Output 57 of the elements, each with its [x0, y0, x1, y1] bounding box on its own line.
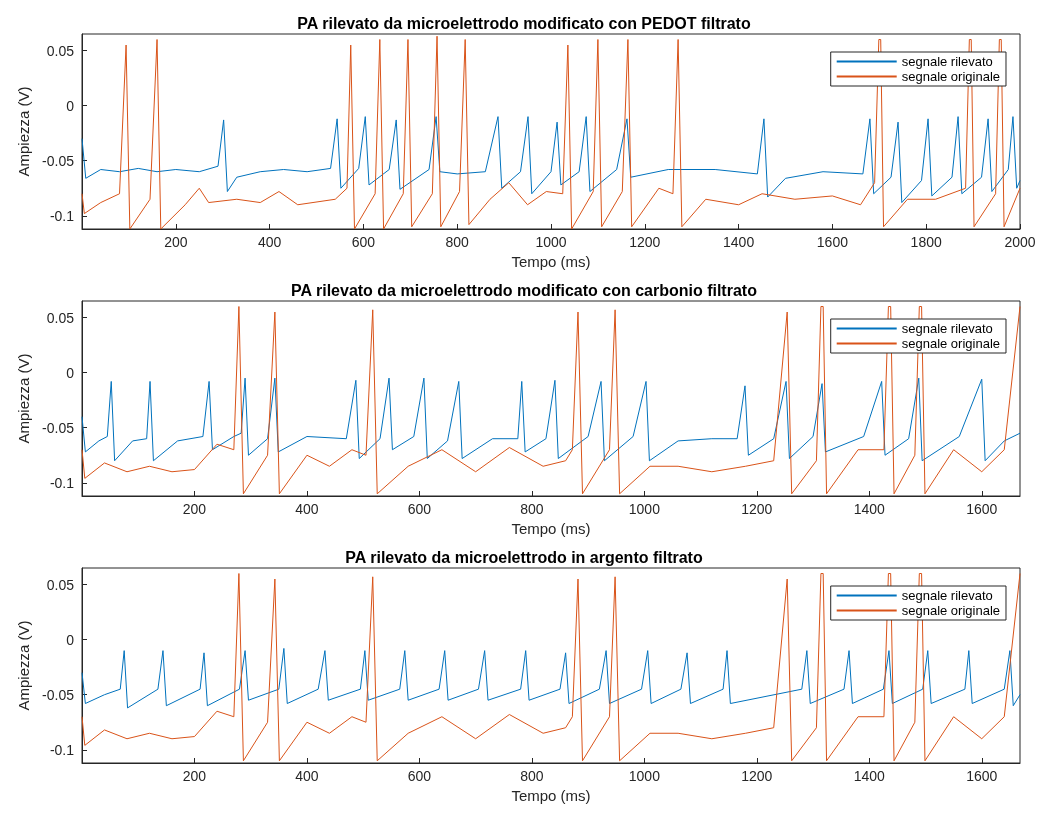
- x-tick-label: 400: [295, 768, 319, 784]
- y-tick-label: -0.05: [42, 686, 75, 703]
- legend-label: segnale originale: [901, 336, 1000, 351]
- x-tick-label: 600: [407, 501, 432, 517]
- legend-label: segnale rilevato: [901, 54, 993, 69]
- y-tick-label: 0.05: [46, 309, 75, 326]
- x-tick-label: 2000: [1004, 234, 1036, 250]
- x-tick-label: 400: [295, 501, 319, 517]
- y-tick-label: 0: [66, 631, 75, 648]
- x-tick-label: 1400: [723, 234, 755, 250]
- y-tick-label: -0.05: [42, 152, 75, 169]
- legend-label: segnale originale: [901, 603, 1000, 618]
- chart-title: PA rilevato da microelettrodo modificato con PEDOT filtrato: [297, 14, 751, 32]
- x-tick-label: 1800: [910, 234, 942, 250]
- x-tick-label: 600: [407, 768, 432, 784]
- x-tick-label: 800: [445, 234, 470, 250]
- y-axis-title: Ampiezza (V): [15, 86, 33, 177]
- y-tick-label: -0.1: [49, 741, 75, 758]
- y-tick-label: 0: [66, 97, 75, 114]
- x-axis-title: Tempo (ms): [511, 252, 591, 270]
- chart-title: PA rilevato da microelettrodo in argento filtrato: [345, 548, 703, 566]
- legend-label: segnale originale: [901, 69, 1000, 84]
- x-tick-label: 200: [164, 234, 188, 250]
- x-tick-label: 200: [182, 501, 207, 517]
- x-tick-label: 800: [520, 768, 544, 784]
- x-tick-label: 1600: [966, 768, 998, 784]
- legend-label: segnale rilevato: [901, 588, 993, 603]
- line-series: [81, 377, 1021, 462]
- legend-label: segnale rilevato: [901, 321, 993, 336]
- y-tick-label: -0.1: [49, 474, 75, 491]
- y-axis-title: Ampiezza (V): [15, 620, 33, 711]
- line-series: [81, 647, 1021, 709]
- x-tick-label: 800: [520, 501, 544, 517]
- y-axis-title: Ampiezza (V): [15, 353, 33, 444]
- x-tick-label: 600: [351, 234, 376, 250]
- line-series: [81, 116, 1021, 204]
- y-tick-label: -0.1: [49, 207, 75, 224]
- chart-title: PA rilevato da microelettrodo modificato con carbonio filtrato: [291, 281, 758, 299]
- x-tick-label: 1200: [741, 768, 773, 784]
- y-tick-label: 0: [66, 364, 75, 381]
- x-tick-label: 1000: [535, 234, 567, 250]
- x-tick-label: 1400: [853, 501, 886, 517]
- x-tick-label: 1200: [629, 234, 661, 250]
- x-tick-label: 1200: [741, 501, 773, 517]
- x-tick-label: 1000: [628, 501, 661, 517]
- x-tick-label: 1400: [853, 768, 886, 784]
- y-tick-label: -0.05: [42, 419, 75, 436]
- x-tick-label: 400: [257, 234, 282, 250]
- x-tick-label: 1600: [816, 234, 849, 250]
- x-axis-title: Tempo (ms): [511, 786, 591, 804]
- x-tick-label: 200: [182, 768, 207, 784]
- y-tick-label: 0.05: [46, 576, 75, 593]
- y-tick-label: 0.05: [46, 42, 75, 59]
- x-tick-label: 1000: [628, 768, 661, 784]
- x-axis-title: Tempo (ms): [511, 519, 591, 537]
- line-series: [81, 35, 1021, 230]
- x-tick-label: 1600: [966, 501, 998, 517]
